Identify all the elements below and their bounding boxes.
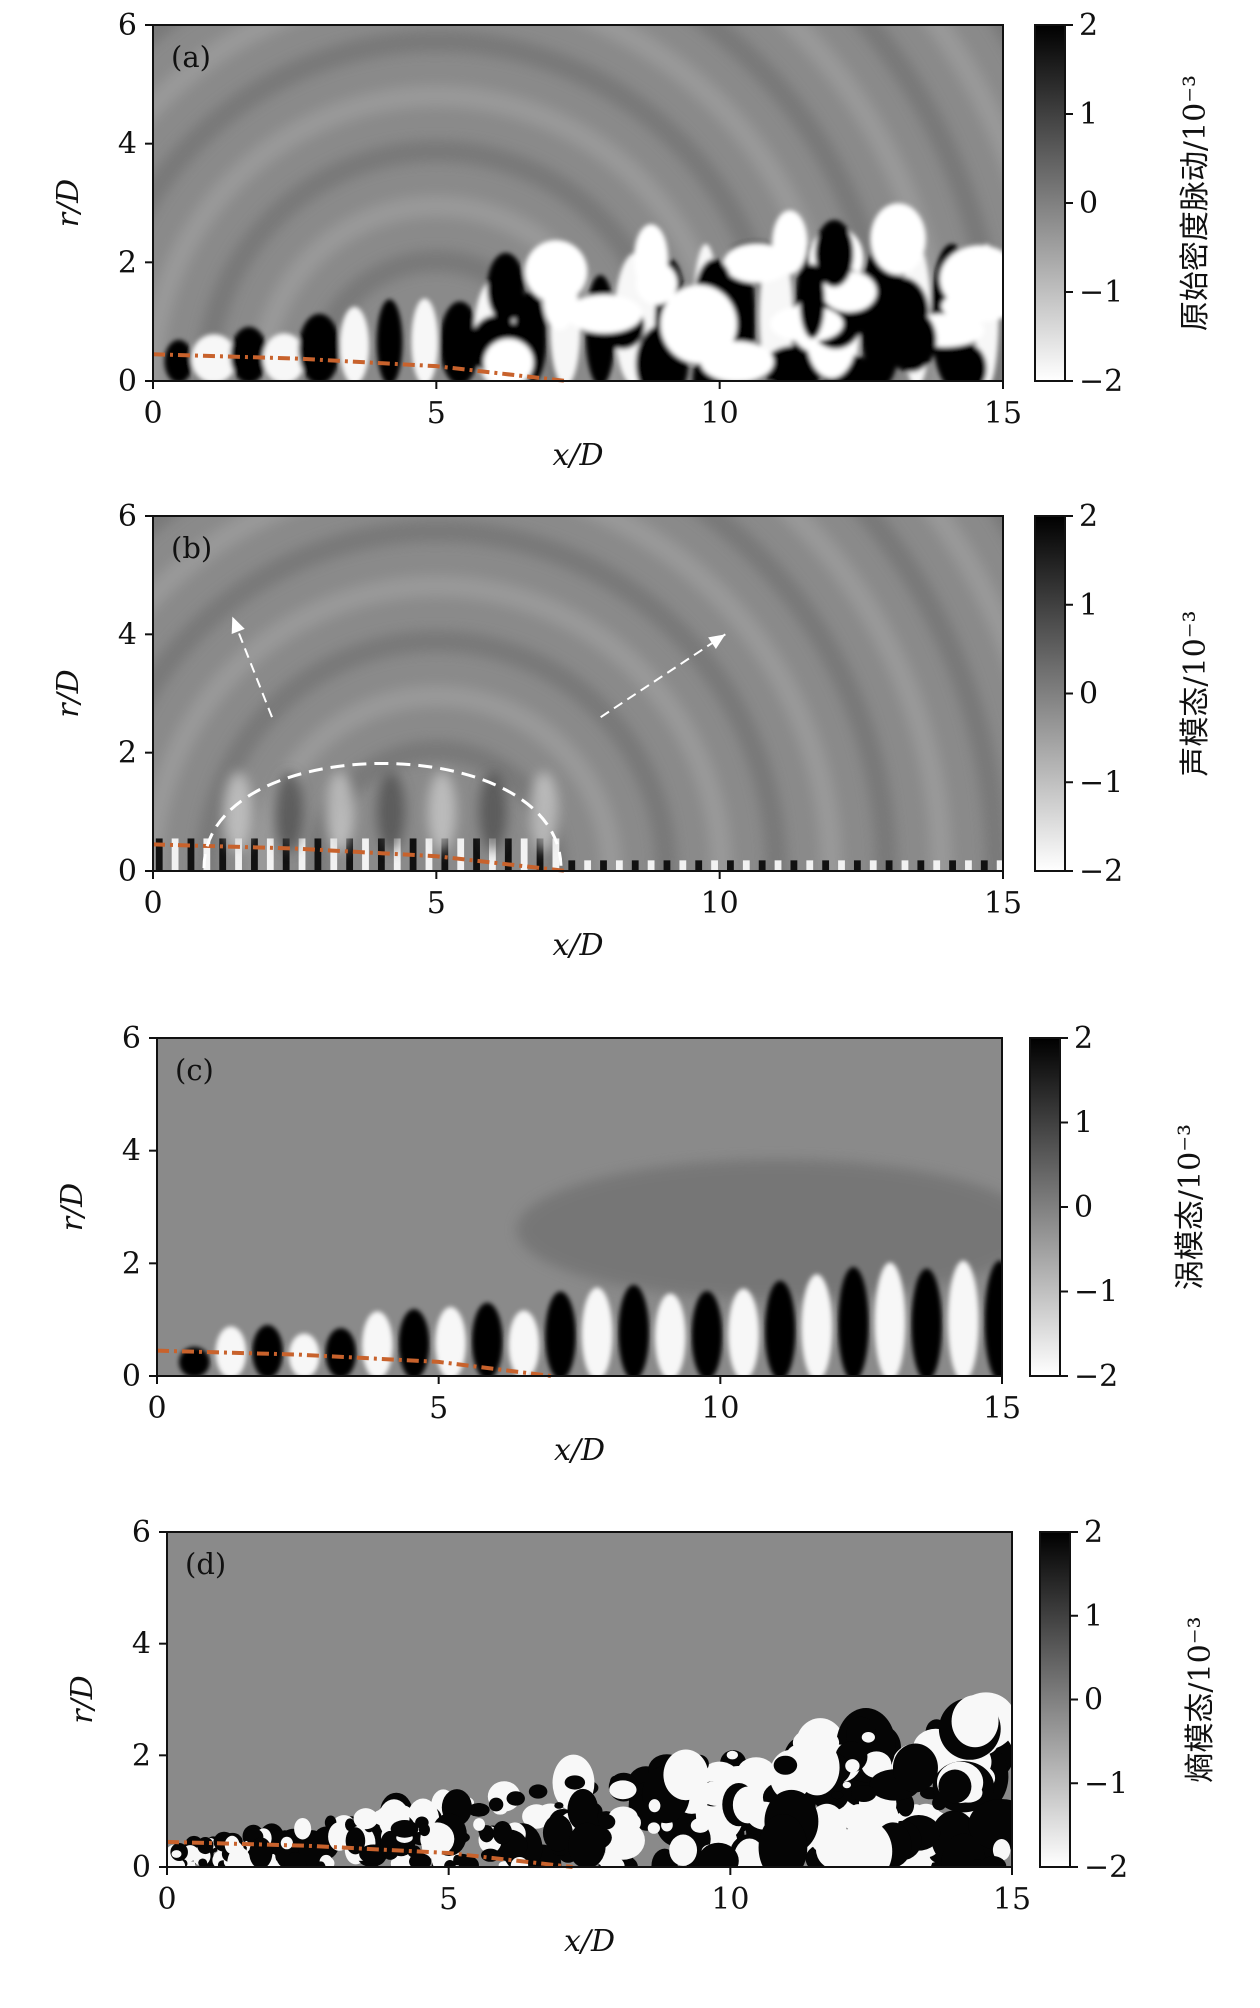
colorbar: 2 1 0 −1 −2 声模态/10⁻³	[1034, 499, 1213, 889]
y-tick-label: 6	[132, 1515, 151, 1550]
y-tick-label: 0	[118, 854, 137, 889]
panel-label: (c)	[175, 1053, 214, 1087]
colorbar-label: 熵模态/10⁻³	[1183, 1616, 1218, 1782]
x-tick-label: 15	[983, 1391, 1021, 1426]
field-image	[167, 1532, 1012, 1867]
y-tick-label: 6	[118, 8, 137, 43]
x-tick-label: 0	[143, 396, 162, 431]
potential-core-line	[166, 1839, 573, 1869]
y-tick-label: 4	[118, 617, 137, 652]
colorbar-tick-label: 1	[1074, 1106, 1093, 1141]
colorbar-tick-label: −2	[1079, 854, 1123, 889]
colorbar-tick-label: 1	[1079, 97, 1098, 132]
x-tick-label: 5	[439, 1882, 458, 1917]
y-tick-label: 4	[122, 1134, 141, 1169]
y-axis-label: r/D	[51, 669, 86, 718]
colorbar-tick-label: 0	[1084, 1683, 1103, 1718]
dashed-arrow-1	[231, 616, 273, 718]
plot-frame	[152, 24, 1004, 382]
colorbar-tick-label: 2	[1084, 1515, 1103, 1550]
x-tick-label: 5	[427, 886, 446, 921]
y-axis-label: r/D	[51, 179, 86, 228]
field-image	[153, 516, 1003, 871]
colorbar-tick-label: 2	[1079, 8, 1098, 43]
field-structures	[164, 203, 1003, 381]
y-tick-label: 0	[122, 1359, 141, 1394]
colorbar-tick-label: 0	[1079, 186, 1098, 221]
colorbar-tick-label: −1	[1074, 1275, 1118, 1310]
colorbar: 2 1 0 −1 −2 涡模态/10⁻³	[1029, 1021, 1208, 1394]
panel-label: (b)	[171, 531, 212, 565]
x-tick-label: 0	[147, 1391, 166, 1426]
colorbar-tick-label: 1	[1079, 588, 1098, 623]
panel-label: (d)	[185, 1547, 226, 1581]
colorbar-label: 原始密度脉动/10⁻³	[1178, 75, 1213, 331]
field-image	[153, 25, 1003, 381]
y-tick-label: 6	[122, 1021, 141, 1056]
x-tick-label: 15	[993, 1882, 1031, 1917]
x-tick-label: 5	[427, 396, 446, 431]
colorbar-tick-label: −2	[1079, 364, 1123, 399]
colorbar-tick-label: −1	[1079, 275, 1123, 310]
x-tick-label: 0	[143, 886, 162, 921]
dashed-ellipse	[202, 761, 563, 869]
y-axis-label: r/D	[65, 1675, 100, 1724]
colorbar-tick-label: 2	[1079, 499, 1098, 534]
y-tick-label: 2	[132, 1738, 151, 1773]
x-axis-label: x/D	[554, 1433, 605, 1468]
colorbar-label: 声模态/10⁻³	[1178, 610, 1213, 776]
colorbar-tick-label: 0	[1074, 1190, 1093, 1225]
y-tick-label: 4	[118, 127, 137, 162]
colorbar: 2 1 0 −1 −2 原始密度脉动/10⁻³	[1034, 8, 1213, 399]
x-tick-label: 10	[701, 886, 739, 921]
y-tick-label: 0	[118, 364, 137, 399]
plot-frame	[156, 1037, 1003, 1377]
colorbar: 2 1 0 −1 −2 熵模态/10⁻³	[1039, 1515, 1218, 1885]
field-image	[157, 1038, 1002, 1376]
x-tick-label: 0	[157, 1882, 176, 1917]
colorbar-tick-label: 0	[1079, 677, 1098, 712]
plot-frame	[166, 1531, 1013, 1868]
x-tick-label: 15	[984, 396, 1022, 431]
colorbar-label: 涡模态/10⁻³	[1173, 1124, 1208, 1290]
x-tick-label: 10	[701, 396, 739, 431]
y-tick-label: 2	[118, 736, 137, 771]
x-tick-label: 15	[984, 886, 1022, 921]
colorbar-tick-label: −2	[1084, 1850, 1128, 1885]
y-axis-label: r/D	[55, 1183, 90, 1232]
colorbar-tick-label: 2	[1074, 1021, 1093, 1056]
colorbar-tick-label: −1	[1079, 765, 1123, 800]
colorbar-tick-label: −1	[1084, 1766, 1128, 1801]
y-tick-label: 6	[118, 499, 137, 534]
y-tick-label: 2	[122, 1246, 141, 1281]
y-tick-label: 0	[132, 1850, 151, 1885]
x-tick-label: 10	[711, 1882, 749, 1917]
x-axis-label: x/D	[564, 1924, 615, 1959]
y-tick-label: 4	[132, 1627, 151, 1662]
x-tick-label: 5	[429, 1391, 448, 1426]
plot-frame	[152, 515, 1004, 872]
colorbar-tick-label: 1	[1084, 1599, 1103, 1634]
potential-core-line	[156, 1348, 552, 1378]
colorbar-tick-label: −2	[1074, 1359, 1118, 1394]
panel-label: (a)	[171, 40, 211, 74]
y-tick-label: 2	[118, 245, 137, 280]
x-tick-label: 10	[701, 1391, 739, 1426]
x-axis-label: x/D	[552, 928, 603, 963]
x-axis-label: x/D	[552, 438, 603, 473]
dashed-arrow-2	[600, 633, 726, 718]
